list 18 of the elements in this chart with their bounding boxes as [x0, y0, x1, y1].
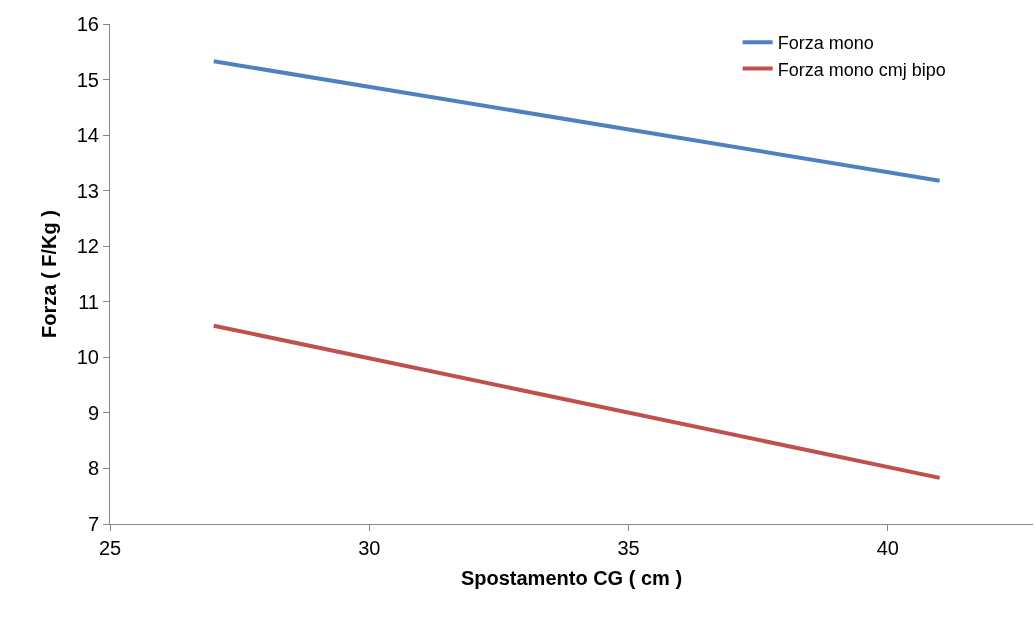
legend-label: Forza mono: [777, 33, 874, 54]
y-tick-label: 9: [87, 401, 99, 424]
x-axis-title: Spostamento CG ( cm ): [460, 566, 683, 589]
y-tick-label: 14: [76, 124, 99, 147]
x-tick-label: 35: [617, 537, 640, 559]
legend-label: Forza mono cmj bipo: [777, 59, 946, 80]
y-tick-label: 16: [76, 13, 99, 35]
y-tick-label: 12: [76, 235, 99, 258]
x-tick-label: 40: [876, 537, 899, 559]
y-tick-label: 8: [87, 457, 99, 480]
y-tick-label: 11: [78, 290, 99, 313]
y-tick-label: 10: [76, 346, 99, 369]
x-tick-label: 25: [98, 537, 122, 559]
y-axis-title: Forza ( F/Kg ): [38, 210, 61, 338]
x-tick-label: 30: [358, 537, 381, 559]
y-tick-label: 15: [76, 68, 99, 91]
y-tick-label: 7: [87, 513, 99, 535]
y-tick-label: 13: [76, 179, 99, 202]
